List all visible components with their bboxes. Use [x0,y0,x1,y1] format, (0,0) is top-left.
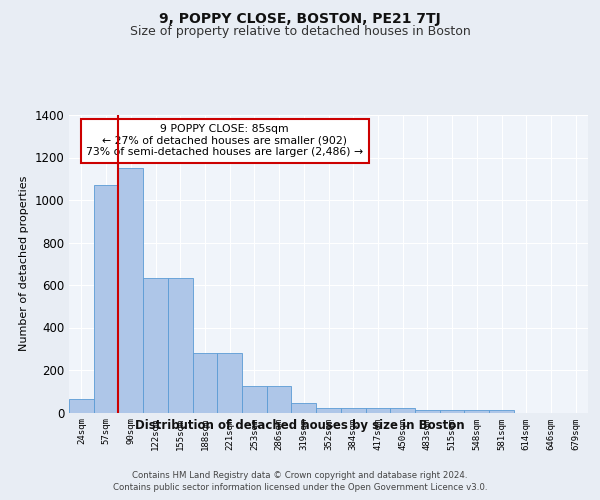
Text: Contains HM Land Registry data © Crown copyright and database right 2024.: Contains HM Land Registry data © Crown c… [132,471,468,480]
Bar [365,408,390,412]
Bar [341,408,365,412]
Bar [94,185,118,412]
Y-axis label: Number of detached properties: Number of detached properties [19,176,29,352]
Bar [415,410,440,412]
Text: Size of property relative to detached houses in Boston: Size of property relative to detached ho… [130,25,470,38]
Bar [390,408,415,412]
Bar [292,403,316,412]
Bar [69,398,94,412]
Bar [143,278,168,412]
Bar [316,408,341,412]
Bar [489,410,514,412]
Text: 9, POPPY CLOSE, BOSTON, PE21 7TJ: 9, POPPY CLOSE, BOSTON, PE21 7TJ [159,12,441,26]
Text: Contains public sector information licensed under the Open Government Licence v3: Contains public sector information licen… [113,484,487,492]
Bar [242,386,267,412]
Bar [168,278,193,412]
Bar [193,353,217,412]
Bar [217,353,242,412]
Bar [267,386,292,412]
Bar [440,410,464,412]
Bar [464,410,489,412]
Text: 9 POPPY CLOSE: 85sqm
← 27% of detached houses are smaller (902)
73% of semi-deta: 9 POPPY CLOSE: 85sqm ← 27% of detached h… [86,124,363,157]
Text: Distribution of detached houses by size in Boston: Distribution of detached houses by size … [135,419,465,432]
Bar [118,168,143,412]
